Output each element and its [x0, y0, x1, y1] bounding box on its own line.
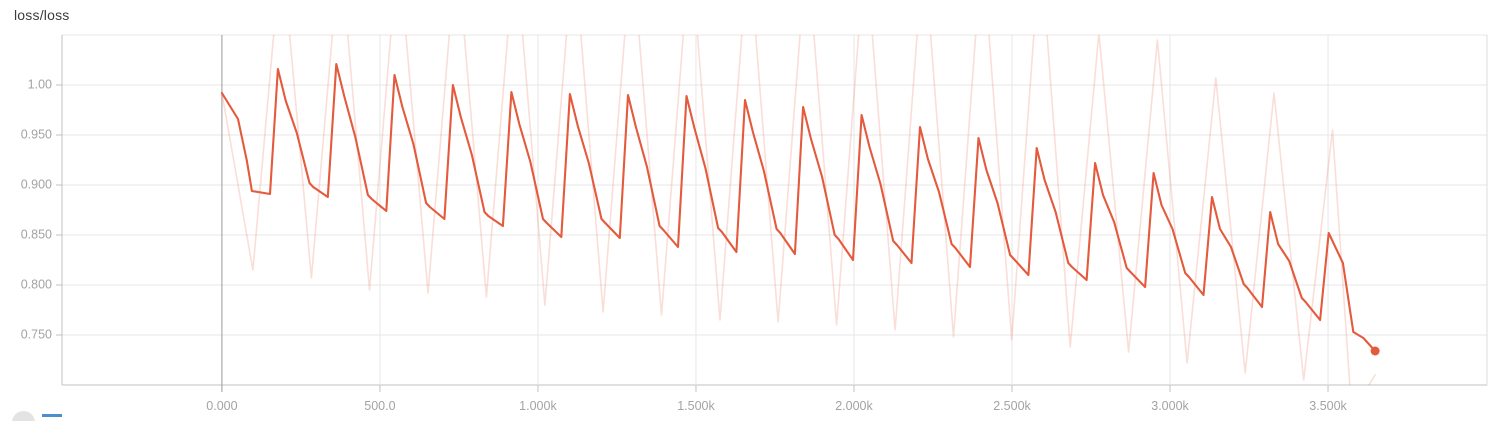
x-tick-label: 2.000k — [835, 399, 873, 413]
y-tick-label: 0.750 — [21, 327, 52, 341]
y-tick-label: 0.800 — [21, 277, 52, 291]
y-tick-label: 0.950 — [21, 127, 52, 141]
series-layer — [220, 35, 1380, 385]
x-tick-label: 3.500k — [1309, 399, 1347, 413]
x-tick-label: 1.000k — [519, 399, 557, 413]
y-tick-label: 0.900 — [21, 177, 52, 191]
x-tick-label: 3.000k — [1151, 399, 1189, 413]
smoothed-series-line — [220, 62, 1377, 353]
y-tick-label: 1.00 — [28, 77, 52, 91]
x-tick-label: 1.500k — [677, 399, 715, 413]
final-value-dot[interactable] — [1370, 346, 1380, 356]
x-tick-label: 0.000 — [206, 399, 237, 413]
cropped-blue-bar — [42, 414, 62, 417]
x-tick-label: 500.0 — [364, 399, 395, 413]
x-tick-label: 2.500k — [993, 399, 1031, 413]
cropped-circle-widget — [12, 411, 35, 421]
y-tick-label: 0.850 — [21, 227, 52, 241]
raw-series-line — [221, 35, 1376, 385]
chart-title: loss/loss — [14, 7, 70, 23]
